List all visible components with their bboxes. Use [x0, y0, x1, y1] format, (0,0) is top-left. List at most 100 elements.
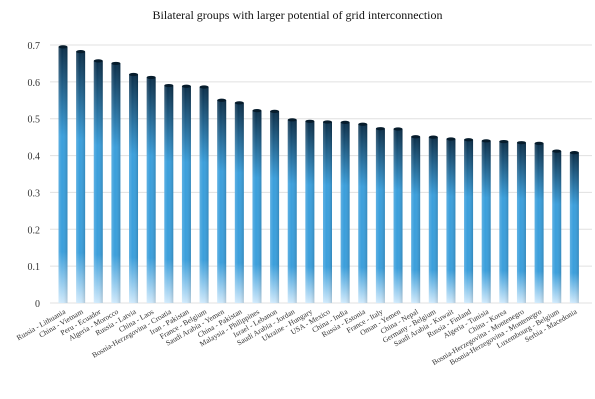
bar-cap — [569, 151, 579, 155]
bar-cap — [446, 137, 456, 141]
bar-shading — [499, 141, 509, 303]
y-tick-label: 0.5 — [28, 115, 41, 126]
bar — [411, 135, 421, 303]
bar-cap — [129, 72, 139, 77]
bar-shading — [181, 86, 191, 303]
bar — [534, 141, 544, 303]
bar-cap — [93, 59, 103, 63]
y-tick-label: 0 — [35, 299, 40, 310]
bar-shading — [323, 122, 332, 303]
bar-shading — [76, 51, 86, 304]
bar — [146, 75, 156, 303]
bar — [270, 109, 280, 303]
bar — [234, 101, 244, 303]
bar-shading — [129, 74, 139, 303]
bar-cap — [499, 139, 509, 144]
bar — [375, 127, 385, 303]
bar-cap — [340, 120, 350, 124]
bar — [499, 139, 509, 303]
bar — [569, 151, 579, 303]
bar-cap — [287, 118, 297, 122]
bar-shading — [481, 140, 491, 303]
bar-shading — [93, 60, 103, 303]
bar-shading — [287, 119, 297, 303]
bar-shading — [217, 100, 227, 304]
y-tick-label: 0.7 — [28, 41, 41, 52]
bar-cap — [534, 141, 544, 146]
y-tick-label: 0.3 — [28, 188, 41, 199]
bar — [516, 141, 526, 303]
bar-shading — [569, 152, 579, 303]
bar — [340, 120, 350, 304]
bar-shading — [375, 128, 385, 303]
bar-cap — [76, 50, 86, 54]
bar-cap — [411, 135, 421, 139]
bar — [464, 138, 474, 303]
bar-shading — [305, 121, 315, 304]
bar — [393, 127, 403, 303]
bar — [76, 50, 86, 304]
bar-cap — [552, 149, 562, 153]
bar-cap — [234, 101, 244, 105]
bar — [217, 98, 227, 304]
bar-cap — [481, 139, 491, 143]
bar-shading — [146, 77, 156, 303]
bar-shading — [464, 139, 474, 303]
bar-cap — [217, 98, 227, 102]
bar-shading — [393, 129, 403, 303]
bar-cap — [305, 119, 315, 123]
bar-shading — [516, 142, 526, 303]
bar-cap — [164, 83, 174, 88]
bar-shading — [164, 85, 174, 304]
bar — [164, 83, 174, 304]
chart-title: Bilateral groups with larger potential o… — [152, 8, 443, 22]
bar-shading — [111, 63, 121, 303]
bar-cap — [464, 138, 474, 142]
bar-shading — [340, 122, 350, 304]
bar — [287, 118, 297, 303]
bar-shading — [428, 137, 438, 303]
y-tick-label: 0.2 — [28, 225, 41, 236]
bar-shading — [358, 124, 368, 303]
bar — [323, 120, 332, 303]
y-tick-label: 0.1 — [28, 262, 41, 273]
bar — [481, 139, 491, 303]
bar-shading — [270, 111, 280, 303]
bar-cap — [375, 127, 385, 131]
bar — [446, 137, 456, 303]
bar-shading — [58, 46, 68, 303]
bar-shading — [534, 143, 544, 303]
bar-cap — [111, 61, 121, 66]
bar — [199, 85, 209, 303]
bar-cap — [516, 141, 526, 145]
bar — [129, 72, 139, 303]
bar — [358, 122, 368, 303]
bar-shading — [234, 102, 244, 303]
bar-cap — [181, 84, 191, 88]
bar — [252, 109, 262, 303]
bar-shading — [199, 87, 209, 303]
bar-cap — [58, 45, 68, 49]
bar — [181, 84, 191, 303]
bar-cap — [323, 120, 332, 124]
bars — [58, 45, 579, 304]
bar-cap — [428, 135, 438, 139]
bar-cap — [199, 85, 209, 89]
y-axis-ticks: 0 0.1 0.2 0.3 0.4 0.5 0.6 0.7 — [28, 41, 41, 310]
bar-cap — [358, 122, 368, 126]
bar — [111, 61, 121, 303]
bar-shading — [252, 110, 262, 303]
bar — [93, 59, 103, 303]
y-tick-label: 0.4 — [28, 152, 41, 163]
bar-shading — [411, 136, 421, 303]
bar-cap — [270, 109, 280, 113]
bar-shading — [446, 138, 456, 303]
bar-cap — [146, 75, 156, 80]
bar-cap — [393, 127, 403, 131]
bar — [305, 119, 315, 304]
bar — [552, 149, 562, 303]
bar-shading — [552, 151, 562, 303]
